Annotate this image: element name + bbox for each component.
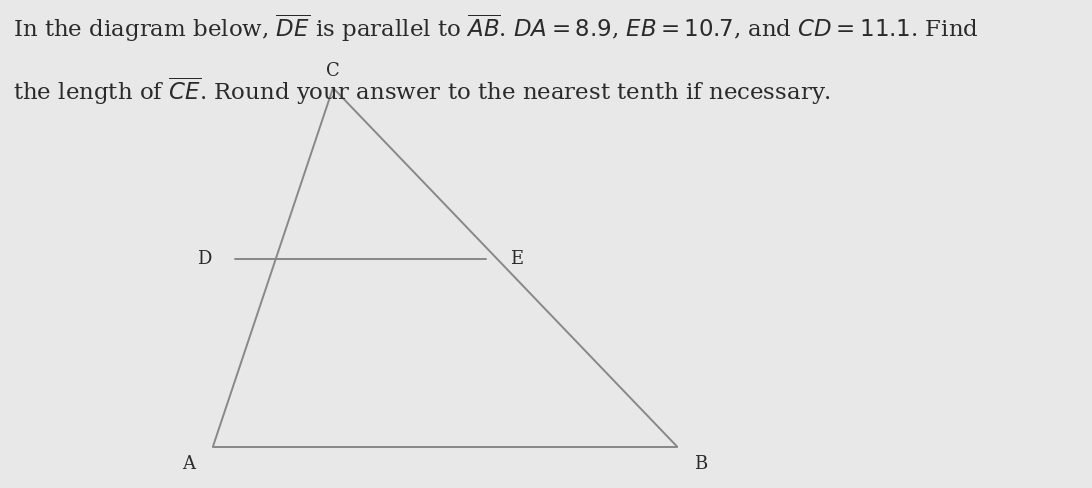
Text: D: D bbox=[197, 250, 212, 267]
Text: A: A bbox=[182, 455, 195, 472]
Text: the length of $\overline{CE}$. Round your answer to the nearest tenth if necessa: the length of $\overline{CE}$. Round you… bbox=[13, 76, 831, 107]
Text: E: E bbox=[510, 250, 523, 267]
Text: B: B bbox=[695, 455, 708, 472]
Text: C: C bbox=[327, 62, 340, 80]
Text: In the diagram below, $\overline{DE}$ is parallel to $\overline{AB}$. $DA = 8.9$: In the diagram below, $\overline{DE}$ is… bbox=[13, 12, 978, 44]
